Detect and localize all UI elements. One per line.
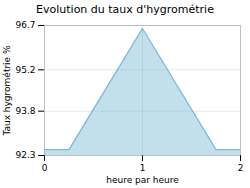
svg-text:93.8: 93.8 bbox=[15, 106, 35, 116]
svg-text:92.3: 92.3 bbox=[15, 150, 35, 160]
svg-text:1: 1 bbox=[140, 163, 146, 173]
svg-text:Taux hygrométrie %: Taux hygrométrie % bbox=[2, 45, 12, 137]
svg-text:2: 2 bbox=[238, 163, 244, 173]
svg-text:0: 0 bbox=[42, 163, 48, 173]
svg-text:96.7: 96.7 bbox=[15, 20, 35, 30]
svg-text:heure par heure: heure par heure bbox=[106, 175, 179, 185]
svg-text:95.2: 95.2 bbox=[15, 65, 35, 75]
html-text:Evolution du taux d'hygrométri: Evolution du taux d'hygrométrie bbox=[36, 3, 214, 16]
